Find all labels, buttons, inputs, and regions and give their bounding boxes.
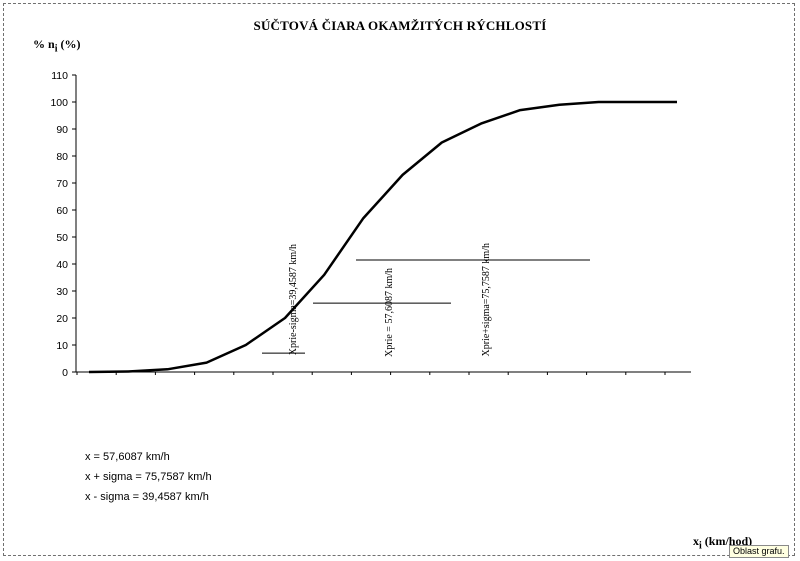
y-axis-label-main: % n	[33, 37, 55, 51]
chart-area-frame[interactable]	[3, 3, 795, 556]
cumulative-curve	[88, 100, 677, 374]
statistics-notes: x = 57,6087 km/h x + sigma = 75,7587 km/…	[85, 447, 212, 507]
note-mean: x = 57,6087 km/h	[85, 451, 170, 463]
note-mean-plus-sigma: x + sigma = 75,7587 km/h	[85, 471, 212, 483]
y-axis-label: % ni (%)	[33, 37, 80, 54]
y-tick-label: 0	[62, 367, 68, 379]
annotation-label: Xprie-sigma=39,4587 km/h	[288, 244, 299, 355]
y-tick-label: 100	[50, 97, 68, 109]
y-tick-label: 30	[56, 286, 68, 298]
y-tick-label: 70	[56, 178, 68, 190]
y-tick-label: 80	[56, 151, 68, 163]
x-axis-label-subscript: i	[699, 540, 702, 552]
note-mean-minus-sigma: x - sigma = 39,4587 km/h	[85, 491, 209, 503]
y-tick-label: 40	[56, 259, 68, 271]
annotation-label: Xprie = 57,6087 km/h	[384, 268, 395, 357]
y-axis-label-subscript: i	[54, 43, 58, 55]
y-tick-label: 60	[56, 205, 68, 217]
y-tick-label: 90	[56, 124, 68, 136]
y-tick-label: 10	[56, 340, 68, 352]
chart-area-tooltip: Oblast grafu.	[729, 545, 789, 558]
y-tick-label: 50	[56, 232, 68, 244]
y-axis-label-unit: (%)	[57, 37, 81, 51]
annotation-label: Xprie+sigma=75,7587 km/h	[481, 243, 492, 357]
y-tick-label: 20	[56, 313, 68, 325]
x-axis-label-unit: (km/hod)	[701, 534, 753, 548]
x-axis-label: xi (km/hod)	[693, 534, 752, 551]
x-axis-label-main: x	[693, 534, 699, 548]
chart-title: SÚČTOVÁ ČIARA OKAMŽITÝCH RÝCHLOSTÍ	[253, 18, 547, 33]
y-tick-label: 110	[51, 70, 68, 82]
